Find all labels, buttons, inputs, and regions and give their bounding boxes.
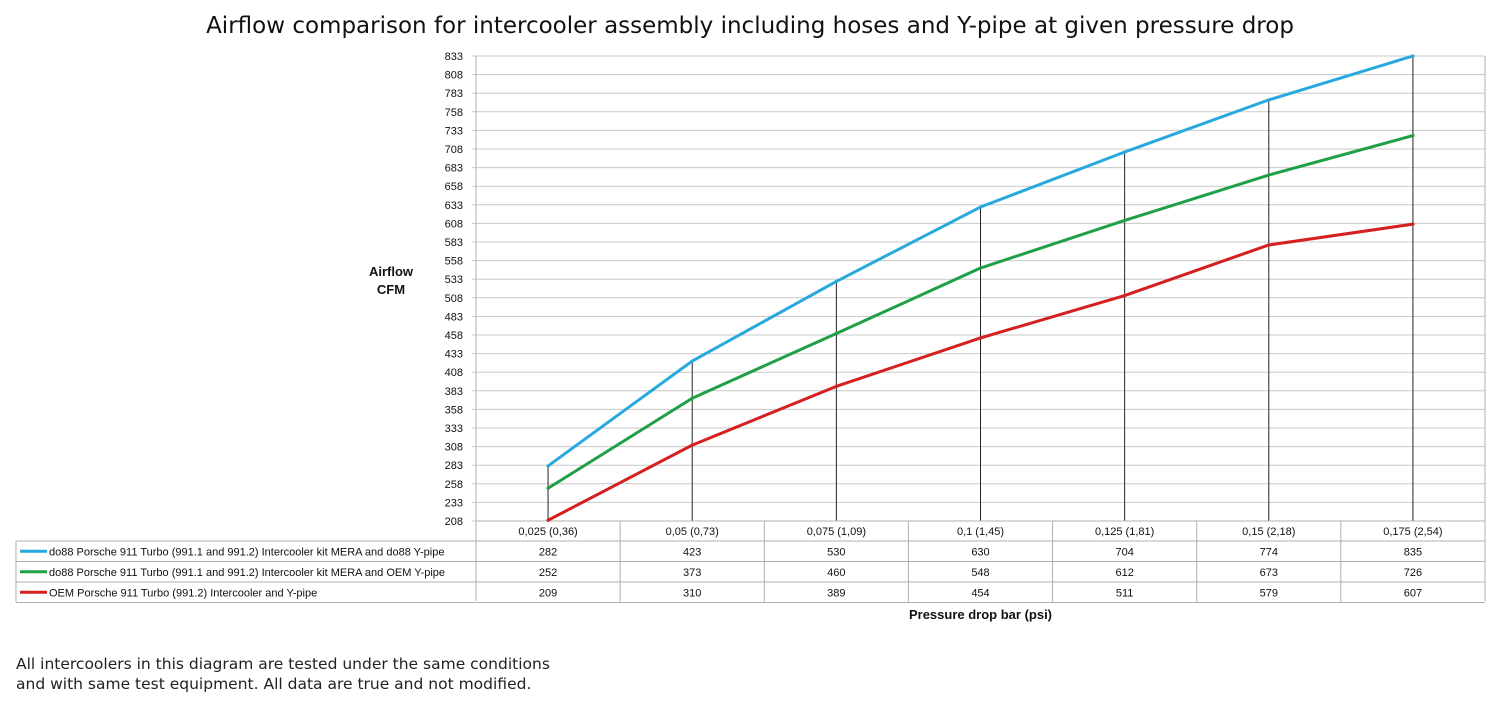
- data-point: [978, 266, 983, 270]
- x-tick-label: 0,15 (2,18): [1242, 526, 1295, 538]
- data-point: [546, 464, 550, 468]
- footnote-line-2: and with same test equipment. All data a…: [16, 675, 532, 693]
- y-axis-label: CFM: [377, 282, 405, 297]
- x-axis-label: Pressure drop bar (psi): [909, 607, 1052, 622]
- data-point: [978, 205, 983, 209]
- y-tick-label: 683: [445, 163, 463, 175]
- y-tick-label: 558: [445, 256, 463, 268]
- table-cell-value: 774: [1260, 546, 1278, 558]
- table-cell-value: 209: [539, 587, 557, 599]
- data-point: [834, 279, 838, 284]
- x-tick-label: 0,175 (2,54): [1383, 526, 1442, 538]
- data-point: [1267, 173, 1271, 177]
- data-point: [1411, 134, 1415, 138]
- chart-title: Airflow comparison for intercooler assem…: [206, 13, 1294, 39]
- data-point: [978, 336, 983, 340]
- data-point: [1267, 243, 1271, 247]
- footnote: All intercoolers in this diagram are tes…: [16, 654, 656, 694]
- footnote-line-1: All intercoolers in this diagram are tes…: [16, 655, 550, 673]
- y-tick-label: 433: [445, 349, 463, 361]
- table-cell-value: 252: [539, 567, 557, 579]
- y-tick-label: 233: [445, 497, 463, 509]
- y-tick-label: 783: [445, 88, 463, 100]
- y-tick-label: 658: [445, 181, 463, 193]
- y-tick-label: 483: [445, 311, 463, 323]
- table-cell-value: 726: [1404, 567, 1422, 579]
- y-tick-label: 408: [445, 367, 463, 379]
- y-tick-label: 283: [445, 460, 463, 472]
- data-point: [834, 331, 838, 336]
- table-cell-value: 673: [1260, 567, 1278, 579]
- y-tick-label: 358: [445, 404, 463, 416]
- airflow-chart: Airflow comparison for intercooler assem…: [15, 13, 1486, 622]
- y-tick-label: 508: [445, 293, 463, 305]
- x-tick-label: 0,125 (1,81): [1095, 526, 1154, 538]
- table-cell-value: 389: [827, 587, 845, 599]
- y-tick-label: 758: [445, 107, 463, 119]
- data-point: [690, 359, 694, 363]
- y-tick-label: 308: [445, 442, 463, 454]
- table-cell-value: 630: [971, 546, 989, 558]
- legend-label: do88 Porsche 911 Turbo (991.1 and 991.2)…: [49, 567, 445, 579]
- data-point: [1411, 222, 1415, 226]
- y-tick-label: 383: [445, 386, 463, 398]
- x-tick-label: 0,075 (1,09): [807, 526, 866, 538]
- y-tick-label: 733: [445, 125, 463, 137]
- y-tick-label: 608: [445, 218, 463, 230]
- data-point: [834, 384, 838, 388]
- data-point: [1123, 150, 1127, 154]
- table-cell-value: 454: [971, 587, 989, 599]
- y-tick-label: 808: [445, 70, 463, 82]
- table-cell-value: 704: [1115, 546, 1133, 558]
- table-cell-value: 612: [1115, 567, 1133, 579]
- data-point: [1123, 218, 1127, 223]
- y-tick-label: 258: [445, 479, 463, 491]
- y-tick-label: 708: [445, 144, 463, 156]
- x-tick-label: 0,025 (0,36): [518, 526, 577, 538]
- data-point: [546, 486, 550, 490]
- data-point: [690, 396, 694, 400]
- y-tick-label: 583: [445, 237, 463, 249]
- table-cell-value: 579: [1260, 587, 1278, 599]
- data-point: [546, 518, 550, 522]
- y-tick-label: 208: [445, 516, 463, 528]
- table-cell-value: 310: [683, 587, 701, 599]
- table-cell-value: 511: [1116, 587, 1134, 599]
- table-cell-value: 373: [683, 567, 701, 579]
- y-tick-label: 633: [445, 200, 463, 212]
- y-tick-label: 833: [445, 51, 463, 63]
- table-cell-value: 282: [539, 546, 557, 558]
- x-tick-label: 0,1 (1,45): [957, 526, 1004, 538]
- legend-label: do88 Porsche 911 Turbo (991.1 and 991.2)…: [49, 546, 444, 558]
- table-cell-value: 530: [827, 546, 845, 558]
- table-cell-value: 460: [827, 567, 845, 579]
- table-cell-value: 607: [1404, 587, 1422, 599]
- y-tick-label: 533: [445, 274, 463, 286]
- table-cell-value: 835: [1404, 546, 1422, 558]
- y-tick-label: 333: [445, 423, 463, 435]
- data-point: [690, 443, 694, 447]
- data-point: [1123, 293, 1127, 298]
- y-tick-label: 458: [445, 330, 463, 342]
- legend-label: OEM Porsche 911 Turbo (991.2) Intercoole…: [49, 587, 317, 599]
- data-point: [1411, 54, 1415, 58]
- table-cell-value: 423: [683, 546, 701, 558]
- data-point: [1267, 98, 1271, 102]
- x-tick-label: 0,05 (0,73): [666, 526, 719, 538]
- table-cell-value: 548: [971, 567, 989, 579]
- y-axis-label: Airflow: [369, 264, 414, 279]
